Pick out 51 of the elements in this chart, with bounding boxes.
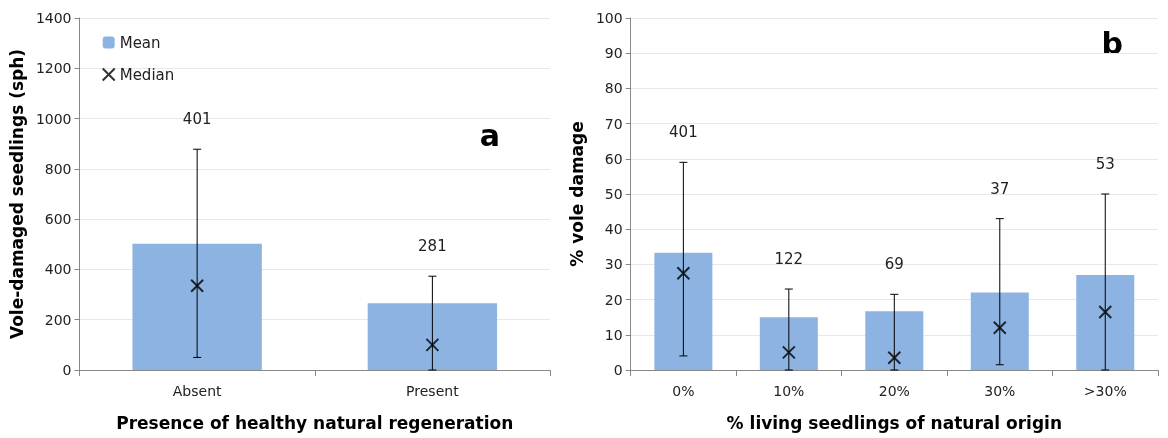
annotation: 122: [774, 250, 804, 269]
point: [1098, 304, 1113, 319]
y-tick-label: 40: [604, 221, 623, 238]
x-axis-title: % living seedlings of natural origin: [726, 412, 1063, 433]
point: [992, 320, 1007, 335]
chart-title: b: [1101, 25, 1124, 61]
bar: [759, 317, 818, 370]
x-tick-label: Absent: [172, 383, 223, 399]
x-tick-label: 30%: [984, 383, 1016, 399]
y-tick-label: 10: [604, 326, 623, 343]
y-tick-label: 80: [604, 80, 623, 97]
x-tick-label: 10%: [773, 383, 805, 399]
y-tick-label: 200: [44, 311, 72, 328]
annotation: 401: [182, 110, 212, 129]
y-tick-label: 1400: [35, 10, 72, 26]
y-tick-label: 100: [595, 10, 623, 26]
bar: [865, 311, 924, 370]
y-tick-label: 1200: [35, 60, 72, 77]
y-tick-label: 400: [44, 261, 72, 278]
y-tick-label: 20: [604, 291, 623, 308]
annotation: 53: [1095, 155, 1115, 173]
y-axis-title: Vole-damaged seedlings (sph): [6, 48, 27, 340]
point: [887, 350, 902, 365]
y-tick-label: 30: [604, 256, 623, 273]
legend-label: Median: [119, 65, 175, 84]
text: a: [479, 117, 501, 153]
point: [781, 345, 796, 360]
legend-label: Mean: [119, 33, 161, 52]
y-tick-label: 0: [62, 362, 72, 378]
y-tick-label: 0: [613, 362, 623, 378]
x-tick-label: 0%: [672, 383, 695, 399]
x-tick-label: >30%: [1083, 383, 1127, 399]
point: [676, 266, 691, 281]
y-tick-label: 800: [44, 160, 72, 177]
annotation: 69: [884, 255, 904, 274]
y-tick-label: 50: [604, 186, 623, 202]
annotation: 281: [418, 237, 447, 256]
x-tick-label: 20%: [878, 383, 910, 399]
x-tick-label: Present: [406, 383, 460, 399]
bar: [970, 292, 1029, 370]
y-tick-label: 70: [604, 115, 623, 132]
y-tick-label: 90: [604, 45, 623, 62]
x-axis-title: Presence of healthy natural regeneration: [116, 412, 514, 433]
annotation: 401: [669, 123, 698, 142]
bar: [654, 252, 713, 370]
y-tick-label: 60: [604, 150, 623, 167]
bar: [1076, 274, 1135, 370]
y-tick-label: 1000: [35, 110, 72, 127]
y-axis-title: % vole damage: [566, 121, 587, 267]
annotation: 37: [990, 179, 1010, 198]
y-tick-label: 600: [44, 211, 72, 228]
